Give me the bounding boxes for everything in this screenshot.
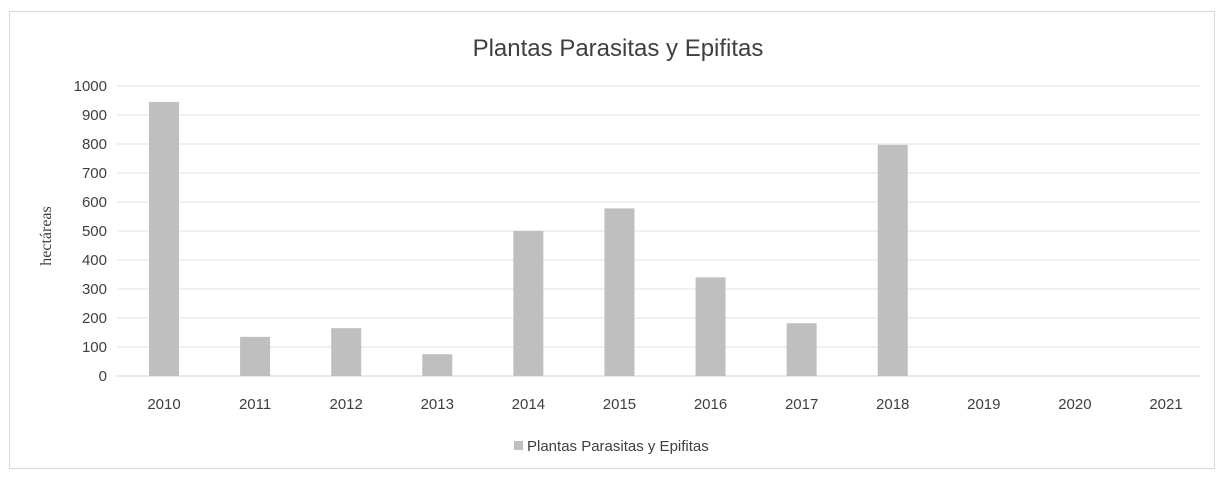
bar-2014	[513, 231, 544, 376]
bar-2011	[240, 336, 271, 376]
legend-swatch	[514, 441, 523, 450]
x-tick-label: 2011	[239, 396, 271, 413]
x-tick-label: 2010	[147, 396, 180, 413]
x-tick-label: 2013	[421, 396, 454, 413]
legend: Plantas Parasitas y Epifitas	[514, 438, 709, 455]
bar-2016	[695, 277, 726, 376]
x-tick-label: 2017	[785, 396, 818, 413]
y-tick-label: 0	[99, 368, 107, 385]
bars	[149, 101, 908, 376]
x-tick-label: 2015	[603, 396, 636, 413]
y-tick-label: 800	[82, 136, 107, 153]
y-tick-label: 700	[82, 165, 107, 182]
y-tick-label: 1000	[74, 78, 107, 95]
x-tick-label: 2016	[694, 396, 727, 413]
y-tick-label: 900	[82, 107, 107, 124]
bar-2018	[877, 144, 908, 376]
x-tick-label: 2014	[512, 396, 545, 413]
y-tick-label: 200	[82, 310, 107, 327]
y-tick-label: 300	[82, 281, 107, 298]
chart-title: Plantas Parasitas y Epifitas	[473, 35, 764, 62]
bar-2012	[331, 328, 362, 376]
x-tick-label: 2018	[876, 396, 909, 413]
x-axis-ticks: 2010 2011 2012 2013 2014 2015 2016 2017 2018 2019…	[147, 396, 1182, 413]
y-tick-label: 100	[82, 339, 107, 356]
y-tick-label: 400	[82, 252, 107, 269]
bar-2015	[604, 208, 635, 376]
x-tick-label: 2021	[1149, 396, 1182, 413]
bar-2013	[422, 354, 453, 376]
y-tick-label: 500	[82, 223, 107, 240]
gridlines	[117, 85, 1200, 377]
x-tick-label: 2012	[329, 396, 362, 413]
x-tick-label: 2019	[967, 396, 1000, 413]
y-axis-label: hectáreas	[38, 206, 55, 266]
legend-label: Plantas Parasitas y Epifitas	[527, 438, 709, 455]
x-tick-label: 2020	[1058, 396, 1091, 413]
y-tick-label: 600	[82, 194, 107, 211]
bar-2010	[149, 101, 179, 376]
y-axis-ticks: 0 100 200 300 400 500 600 700 800 900 1000	[74, 78, 107, 385]
bar-2017	[786, 323, 817, 376]
